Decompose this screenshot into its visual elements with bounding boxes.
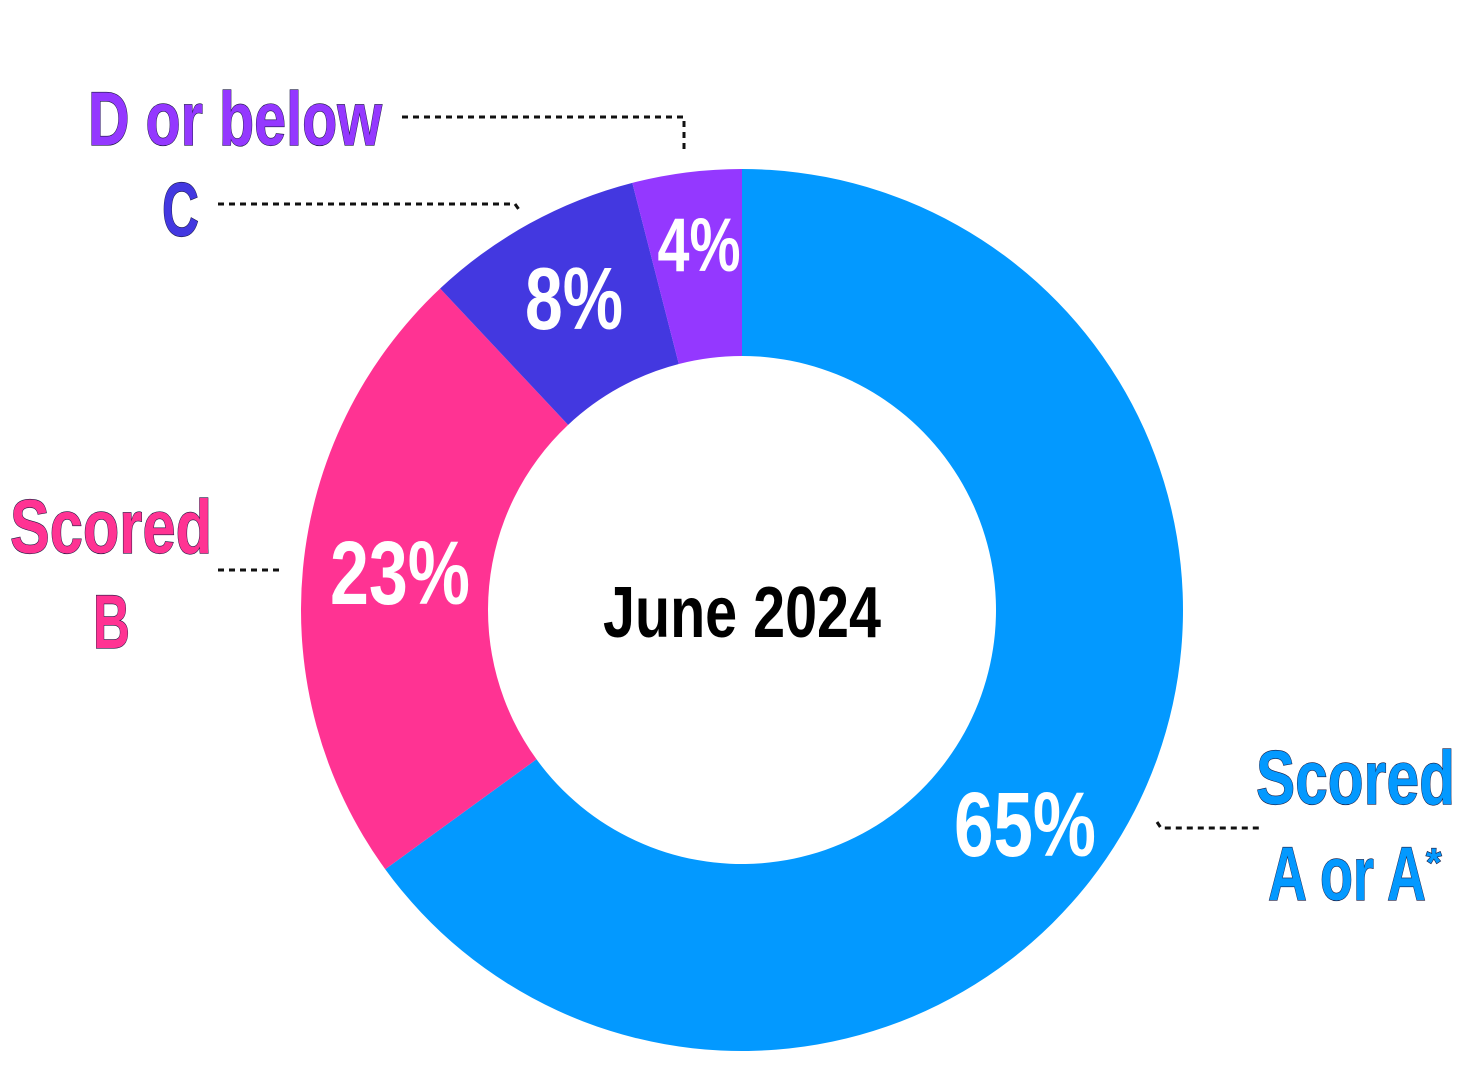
- leader-line-a: [1155, 821, 1262, 830]
- value-label-a: 65%: [954, 774, 1096, 876]
- donut-slice-1: [301, 288, 569, 870]
- donut-slice-3: [632, 169, 742, 364]
- category-label-c: C: [162, 168, 199, 253]
- donut-slice-2: [440, 182, 679, 425]
- value-label-b: 23%: [330, 524, 470, 624]
- category-label-a-sup: *: [1426, 841, 1442, 885]
- category-label-b-line2: B: [93, 580, 130, 665]
- center-label: June 2024: [603, 573, 881, 653]
- category-label-d: D or below: [88, 77, 383, 162]
- category-label-a-line2: A or A*: [1268, 832, 1442, 917]
- leader-line-d: [402, 115, 686, 152]
- category-label-b-line1: Scored: [10, 485, 212, 570]
- leader-line-c: [218, 202, 522, 212]
- slices: [301, 169, 1183, 1052]
- category-label-a-line2-text: A or A: [1268, 832, 1426, 917]
- category-label-a-line1: Scored: [1256, 736, 1455, 821]
- value-label-c: 8%: [525, 249, 623, 348]
- value-label-d: 4%: [658, 203, 741, 288]
- donut-slice-0: [385, 169, 1183, 1052]
